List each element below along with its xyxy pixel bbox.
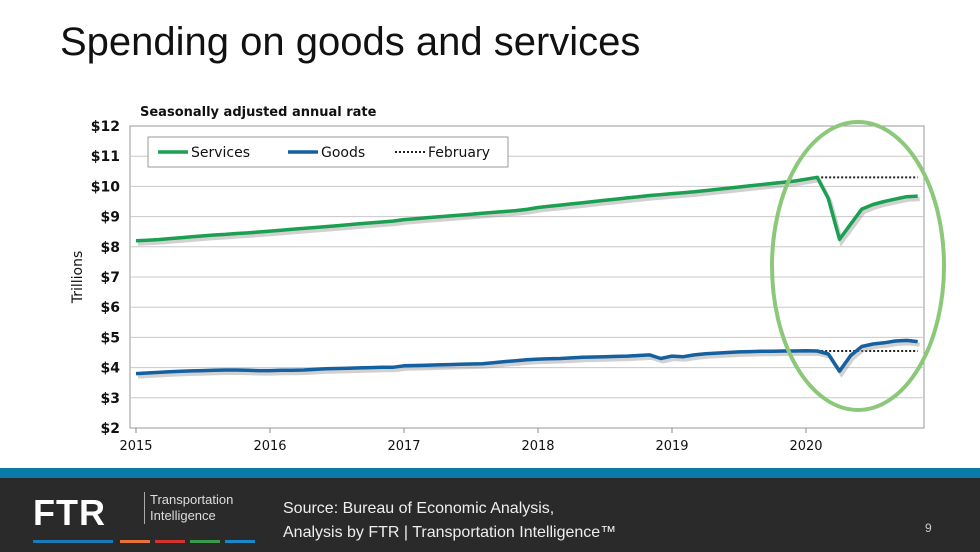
highlight-ellipse bbox=[770, 120, 946, 412]
legend-label: Goods bbox=[321, 145, 365, 161]
footer: FTR Transportation Intelligence Source: … bbox=[0, 478, 980, 552]
y-tick-label: $5 bbox=[101, 330, 120, 346]
source-note: Source: Bureau of Economic Analysis, Ana… bbox=[283, 497, 616, 545]
source-line-2: Analysis by FTR | Transportation Intelli… bbox=[283, 524, 617, 541]
x-tick-label: 2016 bbox=[253, 439, 286, 454]
logo-sub-2: Intelligence bbox=[150, 508, 216, 523]
footer-accent-bar bbox=[0, 468, 980, 478]
y-tick-label: $9 bbox=[101, 210, 120, 226]
y-tick-label: $3 bbox=[101, 391, 120, 407]
logo-dash bbox=[120, 540, 150, 543]
logo-dash bbox=[155, 540, 185, 543]
y-tick-label: $10 bbox=[91, 179, 120, 195]
logo-subtitle: Transportation Intelligence bbox=[144, 492, 233, 524]
logo-dash bbox=[190, 540, 220, 543]
slide-title: Spending on goods and services bbox=[60, 20, 641, 64]
y-tick-label: $6 bbox=[101, 300, 120, 316]
legend bbox=[147, 136, 509, 168]
page-number: 9 bbox=[925, 521, 932, 535]
series-shadow bbox=[137, 178, 920, 247]
ftr-logo: FTR bbox=[33, 492, 106, 533]
y-tick-label: $4 bbox=[101, 361, 121, 377]
logo-dash bbox=[33, 540, 113, 543]
y-axis-label: Trillions bbox=[70, 251, 86, 305]
legend-label: Services bbox=[191, 145, 250, 161]
x-tick-label: 2015 bbox=[119, 439, 152, 454]
y-tick-label: $7 bbox=[101, 270, 120, 286]
legend-label: February bbox=[428, 145, 490, 161]
x-tick-label: 2019 bbox=[655, 439, 688, 454]
x-tick-label: 2017 bbox=[387, 439, 420, 454]
logo-sub-1: Transportation bbox=[150, 492, 234, 507]
y-tick-label: $12 bbox=[91, 119, 120, 135]
x-tick-label: 2018 bbox=[521, 439, 554, 454]
y-tick-label: $8 bbox=[101, 240, 120, 256]
logo-dash bbox=[225, 540, 255, 543]
x-tick-label: 2020 bbox=[789, 439, 822, 454]
chart-subtitle: Seasonally adjusted annual rate bbox=[140, 105, 377, 120]
y-tick-label: $2 bbox=[101, 421, 120, 437]
source-line-1: Source: Bureau of Economic Analysis, bbox=[283, 500, 555, 517]
line-chart: $2 $3 $4 $5 $6 $7 $8 $9 $10 $11 $12 2015 2016 2017 201… bbox=[70, 105, 946, 454]
y-tick-label: $11 bbox=[91, 149, 120, 165]
